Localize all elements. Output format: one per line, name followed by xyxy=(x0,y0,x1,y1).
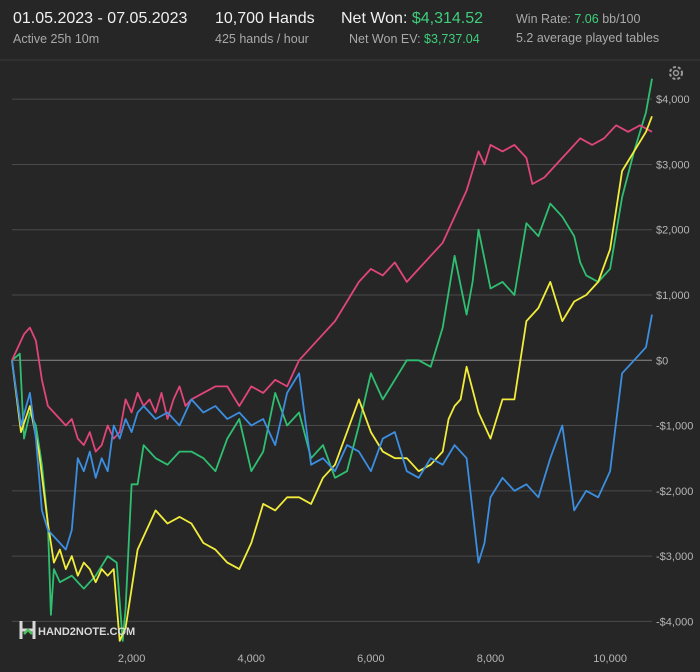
win-rate-value: 7.06 xyxy=(574,12,599,26)
win-rate-unit: bb/100 xyxy=(602,12,641,26)
net-won-ev-value: $3,737.04 xyxy=(424,32,480,46)
y-tick-label: -$3,000 xyxy=(656,551,693,563)
y-tick-label: $0 xyxy=(656,355,668,367)
settings-icon[interactable] xyxy=(669,66,683,80)
y-tick-label: $2,000 xyxy=(656,225,690,237)
logo-text: HAND2NOTE.COM xyxy=(38,626,135,638)
y-tick-label: $4,000 xyxy=(656,94,690,106)
series-line-blue xyxy=(11,314,653,564)
hand2note-logo: HAND2NOTE.COM xyxy=(19,621,135,639)
x-tick-label: 4,000 xyxy=(237,653,265,665)
series-line-pink xyxy=(11,124,653,453)
y-tick-label: -$1,000 xyxy=(656,421,693,433)
net-won-value: $4,314.52 xyxy=(411,10,484,27)
chart-series xyxy=(11,78,653,642)
x-tick-label: 8,000 xyxy=(477,653,505,665)
y-tick-label: -$4,000 xyxy=(656,616,693,628)
x-tick-label: 2,000 xyxy=(118,653,146,665)
win-rate-label: Win Rate: xyxy=(516,12,571,26)
chart-grid xyxy=(12,98,652,658)
net-won-ev-label: Net Won EV: xyxy=(349,32,421,46)
net-won: Net Won: $4,314.52 xyxy=(341,10,483,28)
net-won-ev: Net Won EV: $3,737.04 xyxy=(349,32,480,46)
series-line-yellow xyxy=(11,115,653,642)
series-line-green xyxy=(11,78,653,642)
active-time: Active 25h 10m xyxy=(13,32,100,46)
y-tick-label: $3,000 xyxy=(656,159,690,171)
x-tick-label: 10,000 xyxy=(593,653,627,665)
net-won-label: Net Won: xyxy=(341,10,408,27)
average-tables: 5.2 average played tables xyxy=(516,31,660,45)
y-axis-labels: $4,000 $3,000 $2,000 $1,000 $0 -$1,000 -$2,000… xyxy=(656,94,693,628)
x-axis-labels: 2,000 4,000 6,000 8,000 10,000 xyxy=(118,653,627,665)
win-rate: Win Rate: 7.06 bb/100 xyxy=(516,12,640,26)
hands-per-hour: 425 hands / hour xyxy=(215,32,309,46)
y-tick-label: -$2,000 xyxy=(656,486,693,498)
y-tick-label: $1,000 xyxy=(656,290,690,302)
hands-count: 10,700 Hands xyxy=(215,10,315,27)
x-tick-label: 6,000 xyxy=(357,653,385,665)
date-range: 01.05.2023 - 07.05.2023 xyxy=(13,10,188,27)
